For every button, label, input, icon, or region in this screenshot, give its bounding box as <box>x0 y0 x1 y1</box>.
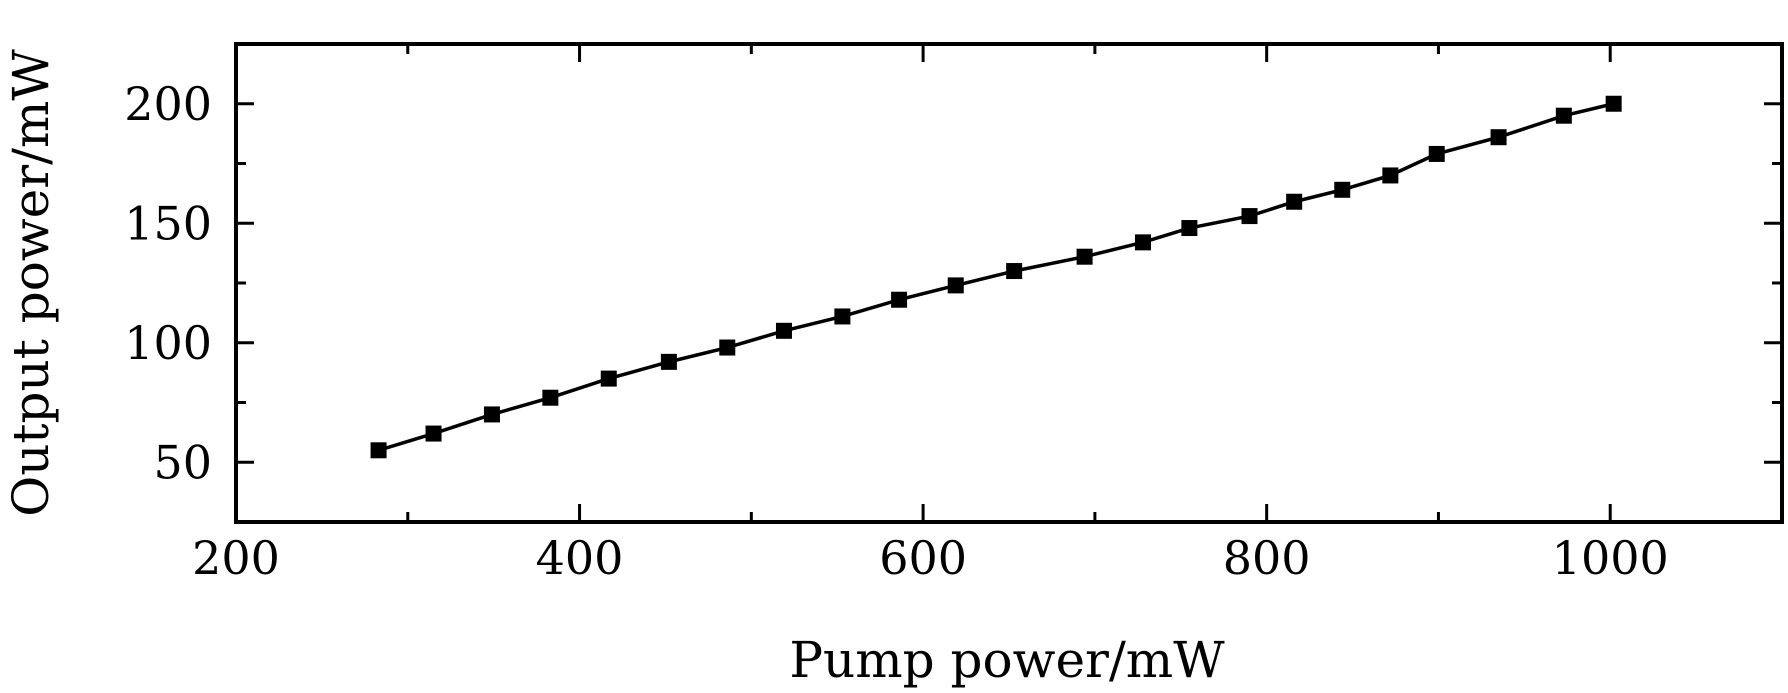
axis-ticks <box>234 44 1784 522</box>
y-tick-label: 150 <box>124 196 212 250</box>
y-tick-label: 50 <box>153 435 212 489</box>
data-point <box>947 277 964 294</box>
y-axis-label: Output power/mW <box>2 49 60 517</box>
data-point <box>1490 129 1507 146</box>
x-tick-label: 400 <box>536 531 624 585</box>
data-point <box>1555 107 1572 124</box>
x-tick-label: 1000 <box>1552 531 1669 585</box>
y-tick-label: 200 <box>124 77 212 131</box>
data-point <box>542 389 559 406</box>
data-point <box>600 370 617 387</box>
x-tick-label: 600 <box>879 531 967 585</box>
data-point <box>1382 167 1399 184</box>
series-line <box>378 102 1615 452</box>
data-point <box>1006 263 1023 280</box>
x-axis-label: Pump power/mW <box>789 631 1225 689</box>
data-point <box>660 353 677 370</box>
data-point <box>1605 95 1622 112</box>
data-point <box>370 442 387 459</box>
data-point <box>1134 234 1151 251</box>
data-point <box>1076 248 1093 265</box>
series-markers <box>370 95 1622 459</box>
x-tick-label: 800 <box>1223 531 1311 585</box>
data-point <box>834 308 851 325</box>
data-point <box>1286 193 1303 210</box>
x-tick-label: 200 <box>192 531 280 585</box>
data-point <box>1181 220 1198 237</box>
data-point <box>1428 145 1445 162</box>
data-point <box>775 322 792 339</box>
data-point <box>425 425 442 442</box>
data-point <box>1241 208 1258 225</box>
data-point <box>891 291 908 308</box>
data-point <box>719 339 736 356</box>
y-tick-label: 100 <box>124 316 212 370</box>
plot-frame <box>234 42 1784 524</box>
data-point <box>1334 181 1351 198</box>
axis-tick-labels: 200 400 600 800 1000 50 100 150 200 <box>124 77 1669 585</box>
data-point <box>483 406 500 423</box>
